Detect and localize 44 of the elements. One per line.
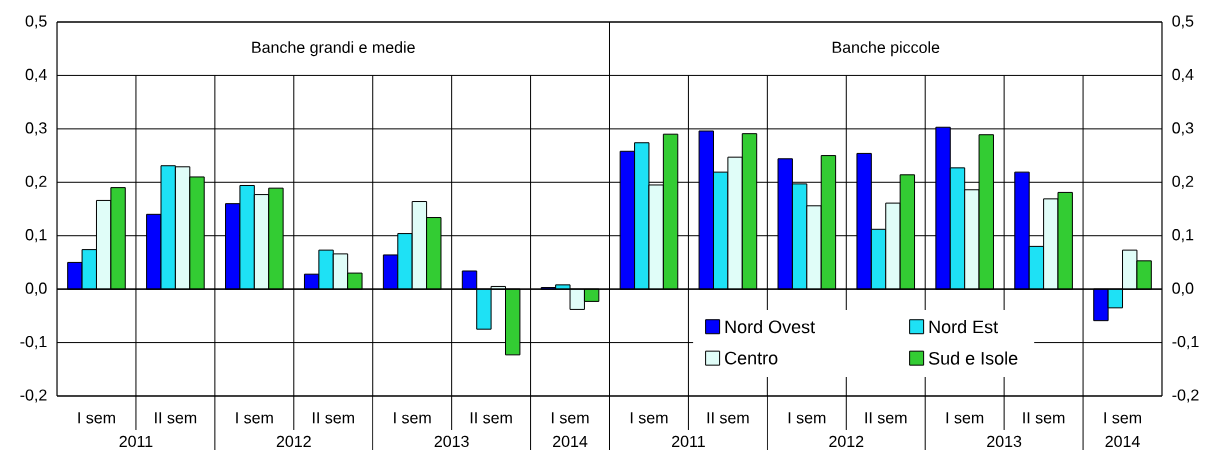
y2-tick-label: -0,1 bbox=[1172, 335, 1199, 350]
y2-tick-label: 0,0 bbox=[1172, 282, 1194, 296]
y-tick-label: 0,1 bbox=[25, 229, 47, 243]
text: 2012 bbox=[276, 435, 311, 448]
x-tick-label: I sem bbox=[946, 412, 984, 424]
y2-tick-label: 0,2 bbox=[1172, 175, 1194, 189]
y-tick-label: 0,5 bbox=[25, 15, 47, 29]
text: 2011 bbox=[119, 435, 153, 448]
y-tick-label: 0,3 bbox=[25, 122, 47, 136]
x-tick-label: I sem bbox=[1104, 412, 1142, 424]
text: 2014 bbox=[553, 435, 588, 448]
x-tick-label: II sem bbox=[1023, 412, 1065, 424]
legend-label: Centro bbox=[725, 351, 778, 365]
y2-tick-label: 0,3 bbox=[1172, 122, 1194, 136]
x-tick-label: I sem bbox=[394, 412, 431, 424]
x-tick-label: II sem bbox=[470, 412, 512, 424]
x-tick-label: I sem bbox=[630, 412, 668, 424]
text: 2012 bbox=[829, 435, 864, 448]
y-tick-label: 0,2 bbox=[25, 175, 47, 189]
text: 2014 bbox=[1105, 435, 1140, 448]
text: 2013 bbox=[434, 435, 469, 448]
y-tick-label: 0,4 bbox=[25, 68, 47, 83]
y2-tick-label: 0,5 bbox=[1172, 15, 1194, 29]
y2-tick-label: -0,2 bbox=[1172, 389, 1199, 403]
y2-tick-label: 0,1 bbox=[1172, 229, 1194, 243]
legend-label: Nord Ovest bbox=[725, 320, 815, 334]
x-tick-label: I sem bbox=[551, 412, 589, 424]
text: 2011 bbox=[672, 435, 705, 448]
x-tick-label: II sem bbox=[707, 412, 749, 424]
y2-tick-label: 0,4 bbox=[1172, 68, 1194, 83]
y-tick-label: -0,2 bbox=[20, 389, 47, 403]
text: 2013 bbox=[987, 435, 1022, 448]
x-tick-label: II sem bbox=[155, 412, 197, 424]
y-tick-label: -0,1 bbox=[20, 335, 47, 350]
x-tick-label: I sem bbox=[236, 412, 273, 424]
legend-label: Nord Est bbox=[929, 320, 998, 334]
annotation: Banche grandi e medie bbox=[252, 41, 415, 57]
x-tick-label: I sem bbox=[788, 412, 826, 424]
x-tick-label: II sem bbox=[865, 412, 907, 424]
x-tick-label: I sem bbox=[78, 412, 115, 424]
annotation: Banche piccole bbox=[832, 41, 940, 57]
legend-label: Sud e Isole bbox=[928, 351, 1018, 365]
x-tick-label: II sem bbox=[312, 412, 354, 424]
y-tick-label: 0,0 bbox=[25, 282, 47, 296]
